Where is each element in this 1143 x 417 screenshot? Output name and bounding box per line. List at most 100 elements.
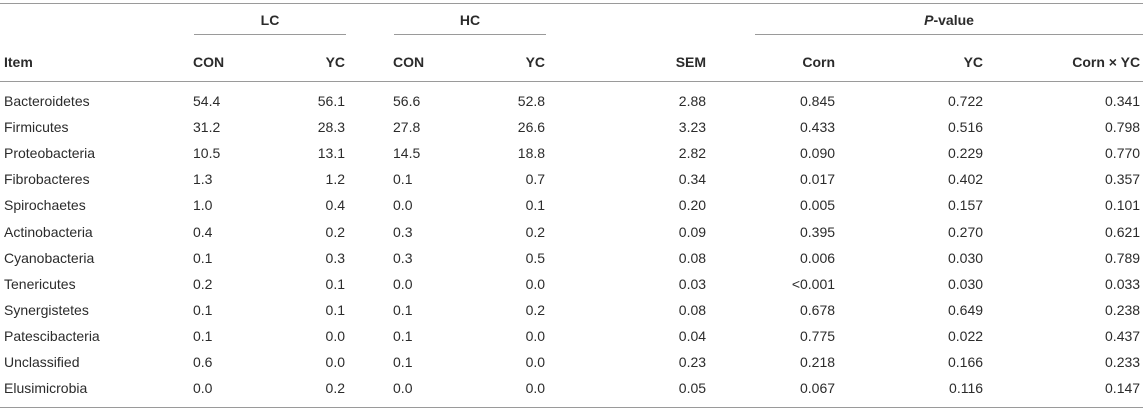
sem-spacer	[560, 3, 726, 42]
cell-item: Actinobacteria	[4, 223, 93, 240]
cell-hc-yc: 0.0	[525, 275, 546, 292]
cell-yc: 0.030	[947, 275, 984, 292]
cell-yc: 0.270	[947, 223, 984, 240]
cell-item: Tenericutes	[4, 275, 76, 292]
cell-yc: 0.022	[947, 327, 984, 344]
cell-hc-con: 0.3	[393, 223, 413, 240]
cell-item: Elusimicrobia	[0, 375, 160, 409]
table-row: Spirochaetes 1.0 0.4 0.0 0.1 0.20 0.005 0.157 0.…	[0, 192, 1143, 218]
cell-corn: 0.433	[799, 119, 836, 136]
cell-hc-con: 0.1	[393, 171, 413, 188]
cell-lc-yc: 13.1	[317, 145, 346, 162]
table-header: LC HC P-value Item CON YC CON YC SEM Cor…	[0, 3, 1143, 82]
cell-sem: 0.03	[678, 275, 707, 292]
cell-sem: 0.08	[678, 301, 707, 318]
hc-group-header: HC	[360, 3, 561, 42]
hc-group-label: HC	[394, 12, 547, 35]
table-row: Actinobacteria 0.4 0.2 0.3 0.2 0.09 0.395 0.270…	[0, 218, 1143, 244]
cell-hc-yc: 0.0	[525, 353, 546, 370]
cell-lc-yc: 0.0	[325, 327, 346, 344]
cell-lc-con: 0.1	[193, 249, 213, 266]
cell-sem: 3.23	[678, 119, 707, 136]
cell-item: Fibrobacteres	[4, 171, 90, 188]
cell-lc-yc: 1.2	[325, 171, 346, 188]
cell-sem: 0.23	[678, 353, 707, 370]
cell-lc-con: 0.1	[193, 327, 213, 344]
cell-hc-yc: 0.1	[525, 197, 546, 214]
cell-lc-yc: 0.1	[325, 301, 346, 318]
cell-hc-yc: 0.0	[525, 327, 546, 344]
cell-yc: 0.116	[851, 375, 999, 409]
col-header-hc-yc: YC	[440, 42, 561, 82]
cell-corn: 0.017	[799, 171, 836, 188]
table-row: Unclassified 0.6 0.0 0.1 0.0 0.23 0.218 0.166 0.…	[0, 349, 1143, 375]
cell-hc-con: 0.0	[360, 375, 441, 409]
cell-hc-yc: 18.8	[517, 145, 546, 162]
cell-lc-con: 0.0	[160, 375, 240, 409]
cell-int: 0.357	[1105, 171, 1141, 188]
cell-lc-con: 0.4	[193, 223, 213, 240]
cell-hc-con: 0.1	[393, 353, 413, 370]
table-row: Tenericutes 0.2 0.1 0.0 0.0 0.03 <0.001 0.030 0.…	[0, 271, 1143, 297]
cell-lc-con: 31.2	[193, 119, 221, 136]
cell-hc-con: 0.1	[393, 327, 413, 344]
cell-item: Unclassified	[4, 353, 80, 370]
cell-int: 0.147	[998, 375, 1143, 409]
cell-corn: 0.067	[725, 375, 852, 409]
cell-hc-yc: 0.2	[525, 223, 546, 240]
cell-yc: 0.030	[947, 249, 984, 266]
cell-lc-yc: 0.4	[325, 197, 346, 214]
lc-group-label: LC	[194, 12, 347, 35]
cell-hc-yc: 0.2	[525, 301, 546, 318]
table-row: Bacteroidetes 54.4 56.1 56.6 52.8 2.88 0.845 0.…	[0, 82, 1143, 115]
cell-lc-con: 0.6	[193, 353, 213, 370]
table-row: Patescibacteria 0.1 0.0 0.1 0.0 0.04 0.775 0.02…	[0, 323, 1143, 349]
phyla-table: LC HC P-value Item CON YC CON YC SEM Cor…	[0, 3, 1143, 409]
table-row: Firmicutes 31.2 28.3 27.8 26.6 3.23 0.433 0.516…	[0, 114, 1143, 140]
cell-corn: 0.395	[799, 223, 836, 240]
col-header-sem: SEM	[560, 42, 726, 82]
cell-corn: <0.001	[791, 275, 836, 292]
cell-hc-yc: 0.5	[525, 249, 546, 266]
cell-sem: 0.08	[678, 249, 707, 266]
cell-item: Bacteroidetes	[4, 93, 90, 110]
cell-hc-con: 0.0	[393, 197, 413, 214]
pvalue-group-label: P-value	[755, 12, 1143, 35]
cell-int: 0.341	[1105, 93, 1141, 110]
cell-item: Patescibacteria	[4, 327, 100, 344]
table-row: Proteobacteria 10.5 13.1 14.5 18.8 2.82 0.090 0…	[0, 140, 1143, 166]
cell-sem: 0.04	[678, 327, 707, 344]
pvalue-italic-p: P	[924, 11, 934, 28]
cell-sem: 0.05	[560, 375, 726, 409]
cell-lc-yc: 0.2	[240, 375, 361, 409]
cell-sem: 0.20	[678, 197, 707, 214]
cell-lc-yc: 0.3	[325, 249, 346, 266]
col-header-lc-con: CON	[160, 42, 240, 82]
cell-lc-con: 0.1	[193, 301, 213, 318]
cell-hc-con: 14.5	[393, 145, 421, 162]
col-header-corn: Corn	[725, 42, 852, 82]
cell-hc-con: 27.8	[393, 119, 421, 136]
cell-corn: 0.775	[799, 327, 836, 344]
cell-yc: 0.722	[947, 93, 984, 110]
cell-item: Spirochaetes	[4, 197, 86, 214]
cell-corn: 0.005	[799, 197, 836, 214]
cell-int: 0.233	[1105, 353, 1141, 370]
cell-corn: 0.006	[799, 249, 836, 266]
cell-lc-yc: 0.2	[325, 223, 346, 240]
cell-int: 0.789	[1105, 249, 1141, 266]
lc-group-header: LC	[160, 3, 361, 42]
table-body: Bacteroidetes 54.4 56.1 56.6 52.8 2.88 0.845 0.…	[0, 82, 1143, 409]
cell-hc-con: 0.0	[393, 275, 413, 292]
cell-int: 0.033	[1105, 275, 1141, 292]
cell-yc: 0.229	[947, 145, 984, 162]
col-header-interaction: Corn × YC	[998, 42, 1143, 82]
cell-corn: 0.218	[799, 353, 836, 370]
table-row: Synergistetes 0.1 0.1 0.1 0.2 0.08 0.678 0.649 0…	[0, 297, 1143, 323]
cell-hc-con: 0.1	[393, 301, 413, 318]
col-header-hc-con: CON	[360, 42, 441, 82]
cell-lc-con: 54.4	[193, 93, 221, 110]
cell-item: Synergistetes	[4, 301, 89, 318]
cell-corn: 0.678	[799, 301, 836, 318]
cell-sem: 0.09	[678, 223, 707, 240]
